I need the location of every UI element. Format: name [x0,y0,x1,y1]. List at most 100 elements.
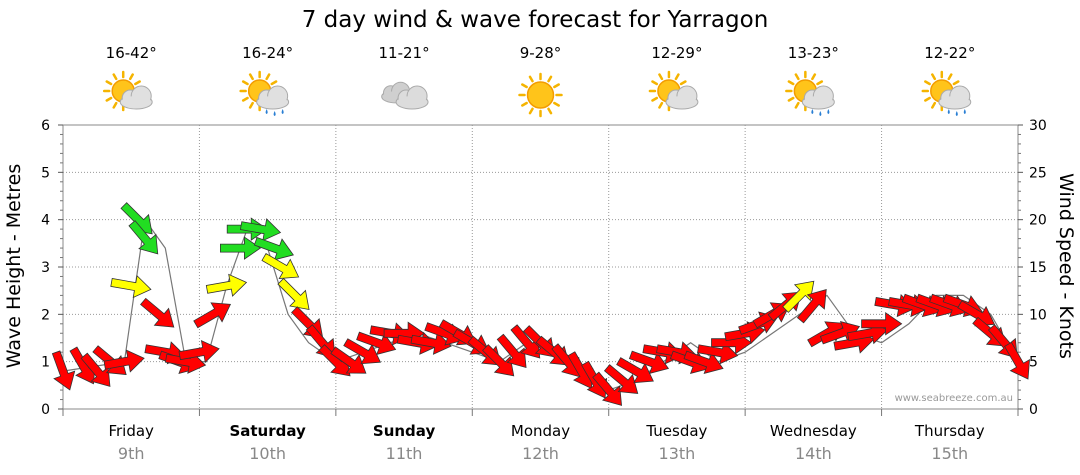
wind-arrow [110,274,152,299]
wind-arrow [616,357,654,384]
wind-arrow-shape [496,333,527,369]
sun-ray [547,75,553,83]
sun-ray [651,80,659,86]
sun-ray [931,73,937,81]
rain-drop [947,109,950,114]
sun-ray [105,96,113,102]
day-temperature: 13-23° [788,44,839,62]
day-date-label: 11th [386,444,423,463]
day-temperature: 9-28° [520,44,562,62]
wind-arrow-shape [219,236,262,260]
left-tick-label: 1 [41,355,50,371]
day-temperature: 16-42° [106,44,157,62]
sun-ray [947,73,953,81]
sun-ray [651,96,659,102]
wind-arrow-shape [581,360,608,399]
left-tick-label: 3 [41,260,50,276]
sun-ray [112,73,118,81]
sun-ray [241,80,249,86]
left-tick-label: 0 [41,402,50,418]
right-tick-label: 0 [1029,402,1038,418]
day-name-label: Saturday [229,422,306,440]
wind-arrow [603,364,639,394]
sun-ray [787,80,795,86]
wind-arrow [343,338,382,365]
rain-drop [273,111,276,116]
wind-arrow [51,350,76,391]
cloud-fill [803,96,834,108]
day-labels: Friday 9th Saturday 10th Sunday 11th Monday 12t… [62,409,1019,463]
sun-ray [816,80,824,86]
cloud-fill [121,96,152,108]
rain-drop [827,109,830,114]
sun-ray [528,107,534,115]
cloud-fill [257,96,288,108]
wind-arrow-shape [482,344,515,377]
day-temperature: 12-29° [651,44,702,62]
wind-arrow-shape [592,371,623,406]
rain-drop [819,111,822,116]
wind-arrow [219,236,262,260]
sun-ray [105,80,113,86]
left-axis-label: Wave Height - Metres [3,164,25,368]
sun-ray [547,107,553,115]
wind-arrow [482,344,515,377]
day-date-label: 9th [118,444,145,463]
sun-ray [658,101,664,109]
day-temperature: 16-24° [242,44,293,62]
sun-cloud-rain-icon [785,70,835,116]
wind-arrow-shape [261,252,300,279]
wind-arrow [193,302,232,329]
sun-ray [248,73,254,81]
wind-arrow-shape [277,277,310,311]
day-date-label: 13th [659,444,696,463]
day-date-label: 12th [522,444,559,463]
wind-arrow [592,371,623,406]
wind-arrow-shape [330,346,367,374]
sun-ray [134,80,141,86]
wind-arrow [861,312,903,336]
chart-title: 7 day wind & wave forecast for Yarragon [302,7,769,33]
sun-ray [112,101,118,109]
wind-arrow-shape [603,364,639,394]
wind-arrow-shape [128,220,159,255]
wind-arrow-shape [1003,341,1030,380]
day-name-label: Friday [108,422,154,440]
wind-arrow [277,277,310,311]
wind-arrow [128,220,159,255]
day-date-label: 10th [249,444,286,463]
wind-arrow-shape [861,312,903,336]
grid [63,125,1018,409]
wind-arrow [178,339,220,364]
wind-arrow [796,289,827,324]
wind-arrow [261,252,300,279]
watermark: www.seabreeze.com.au [895,393,1013,404]
sun-disc [526,81,555,109]
left-tick-label: 4 [41,213,50,229]
day-temperature: 11-21° [379,44,430,62]
sun-ray [931,101,937,109]
wind-arrow [140,297,175,328]
wind-arrow-shape [140,297,175,328]
wind-arrow-shape [205,273,248,297]
wind-arrow-shape [178,339,220,364]
sun-ray [553,83,560,89]
wind-arrow [330,346,367,374]
sun-cloud-icon [648,70,699,112]
sun-ray [924,96,931,102]
sun-cloud-rain-icon [239,70,290,116]
sun-ray [679,80,687,86]
day-name-label: Monday [511,422,570,440]
sun-ray [794,73,800,81]
rain-drop [265,109,268,114]
wind-arrows [51,202,1030,406]
sun-ray [128,73,134,81]
wind-arrow [581,360,608,399]
weather-icons: 16-42° 16-24° 11-21° 9-28° 12-29° 13-23° 12-22… [102,44,975,118]
rain-drop [963,109,966,114]
rain-drop [955,111,958,116]
sun-ray [952,80,960,86]
left-tick-label: 6 [41,118,50,134]
wind-arrow [205,273,248,297]
left-tick-label: 2 [41,307,50,323]
